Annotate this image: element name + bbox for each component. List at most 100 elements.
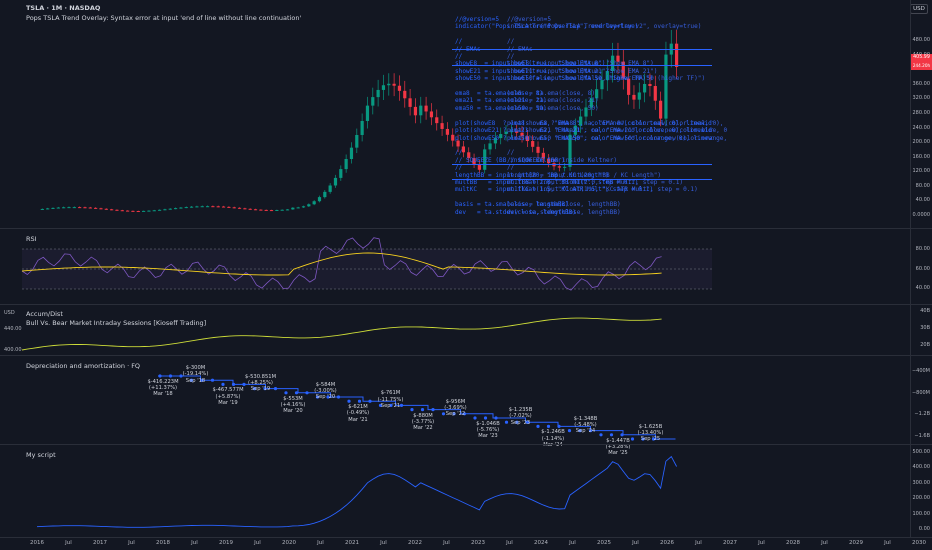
depreciation-label: $-1.348B (-5.48%) Sep '24 xyxy=(573,415,598,434)
depreciation-point xyxy=(536,424,540,428)
depreciation-point xyxy=(284,391,288,395)
code-divider xyxy=(452,65,712,66)
script-title[interactable]: My script xyxy=(26,451,56,459)
code-line: plot(showE50 ? ema50 : na, "EMA 50", col… xyxy=(507,134,727,142)
candle-body xyxy=(227,206,231,208)
depreciation-point xyxy=(179,374,183,378)
time-axis-label: Jul xyxy=(506,540,513,546)
candle-body xyxy=(88,207,92,209)
code-divider xyxy=(452,164,712,165)
price-axis[interactable]: 480.00440.00400.00360.00320.00280.00240.… xyxy=(910,0,932,228)
rsi-axis[interactable]: 80.00 60.00 40.00 xyxy=(910,229,932,304)
depreciation-point xyxy=(389,403,393,407)
left-usd-label: USD xyxy=(4,310,15,316)
candle-body xyxy=(579,116,583,126)
depreciation-pane[interactable]: Depreciation and amortization · FQ −400M… xyxy=(0,356,932,456)
depreciation-point xyxy=(483,416,488,420)
rsi-pane[interactable]: RSI 80.00 60.00 40.00 xyxy=(0,229,932,304)
script-axis[interactable]: 500.00 400.00 300.00 200.00 100.00 0.00 xyxy=(910,445,932,537)
axis-tick-label: 0.00 xyxy=(918,526,930,532)
code-line: ema8 = ta.ema(close, 8) xyxy=(455,90,544,98)
code-line: // xyxy=(507,164,515,172)
axis-tick-label: 80.00 xyxy=(915,246,930,252)
candle-body xyxy=(616,55,620,62)
code-line: showE8 = input.bool(true, "Show EMA 8") xyxy=(455,60,606,68)
time-axis-label: 2028 xyxy=(786,540,800,546)
candle-body xyxy=(520,132,524,137)
code-divider xyxy=(452,179,712,180)
depreciation-point xyxy=(620,433,624,437)
depreciation-point xyxy=(504,420,509,424)
axis-tick-label: −800M xyxy=(911,389,930,396)
candle-body xyxy=(131,210,135,212)
rsi-line xyxy=(21,237,662,291)
depreciation-point xyxy=(263,387,267,391)
time-axis-label: Jul xyxy=(443,540,450,546)
depreciation-point xyxy=(515,420,519,424)
rsi-title[interactable]: RSI xyxy=(26,235,37,243)
candle-body xyxy=(429,111,434,118)
time-axis-label: 2017 xyxy=(93,540,107,546)
time-axis-label: 2020 xyxy=(282,540,296,546)
code-line: plot(showE21 ? ema21 : na, "EMA 21", col… xyxy=(507,127,727,135)
candle-body xyxy=(653,86,657,101)
code-line: multKC = input.float(1.5, "KC ATR Mult",… xyxy=(507,186,698,194)
code-line: // xyxy=(507,38,515,46)
script-line xyxy=(36,455,677,528)
code-line: ema21 = ta.ema(close, 21) xyxy=(507,97,599,105)
script-pane[interactable]: My script 500.00 400.00 300.00 200.00 100.00… xyxy=(0,445,932,537)
candle-body xyxy=(611,55,615,71)
depreciation-label: $-300M (-19.14%) Sep '18 xyxy=(182,365,209,384)
code-line: dev = ta.stdev(close, lengthBB) xyxy=(455,208,577,216)
candle-body xyxy=(493,138,497,144)
candle-body xyxy=(659,100,663,119)
time-axis-label: 2029 xyxy=(849,540,863,546)
axis-tick-label: 300.00 xyxy=(912,479,931,486)
code-line: multKC = input.float(1.5, "KC ATR Mult",… xyxy=(455,186,654,194)
candle-body xyxy=(595,89,599,99)
depreciation-point xyxy=(252,387,257,391)
code-line xyxy=(455,142,713,149)
price-tag: 405.99 xyxy=(911,54,932,62)
time-axis-label: 2023 xyxy=(471,540,485,546)
depreciation-axis[interactable]: −400M −800M −1.2B −1.6B xyxy=(910,356,932,444)
code-line xyxy=(455,31,713,38)
depreciation-point xyxy=(452,412,456,416)
candle-body xyxy=(56,207,60,209)
axis-tick-label: 400.00 xyxy=(912,464,931,471)
main-pane[interactable]: TSLA · 1M · NASDAQ Pops TSLA Trend Overl… xyxy=(0,0,932,228)
code-line: // SQUEEZE (BB inside Keltner) xyxy=(507,156,618,164)
candle-body xyxy=(355,134,359,148)
depreciation-point xyxy=(158,374,162,378)
candle-body xyxy=(349,147,354,160)
code-line: basis = ta.sma(close, lengthBB) xyxy=(455,201,569,209)
time-axis-label: 2026 xyxy=(660,540,674,546)
candle-body xyxy=(264,209,268,211)
depreciation-chart xyxy=(158,374,676,441)
candle-body xyxy=(344,159,348,170)
price-tag-secondary: 244.20h xyxy=(911,62,932,70)
time-axis-label: 2025 xyxy=(597,540,611,546)
depreciation-label: $-467.577M (+5.87%) Mar '19 xyxy=(212,387,244,406)
candle-body xyxy=(397,85,402,91)
depreciation-point xyxy=(305,391,309,395)
candle-body xyxy=(637,92,641,100)
accum-axis[interactable]: 40B 30B 20B xyxy=(910,305,932,355)
candle-body xyxy=(62,207,66,209)
accum-title[interactable]: Accum/Dist xyxy=(26,310,63,318)
code-overlay-ghost: //@version=5 indicator("Pops TSLA Trend O… xyxy=(507,16,727,216)
candle-body xyxy=(307,204,311,207)
code-line: indicator("Pops TSLA Trend Overlay v2", … xyxy=(507,23,702,31)
depreciation-title[interactable]: Depreciation and amortization · FQ xyxy=(26,362,141,370)
candle-body xyxy=(333,177,338,186)
candle-body xyxy=(195,206,199,208)
accum-pane[interactable]: Accum/Dist Bull Vs. Bear Market Intraday… xyxy=(0,305,932,355)
symbol-title[interactable]: TSLA · 1M · NASDAQ xyxy=(26,4,101,12)
code-line: indicator("Pops TSLA Trend Overlay", ove… xyxy=(455,23,639,31)
axis-tick-label: −1.2B xyxy=(914,411,930,418)
code-line: plot(showE8 ? ema8 : na, "EMA 8", color.… xyxy=(455,119,713,127)
candle-body xyxy=(440,123,444,129)
time-axis-label: Jul xyxy=(758,540,765,546)
candle-body xyxy=(376,89,380,98)
candle-body xyxy=(541,152,545,159)
